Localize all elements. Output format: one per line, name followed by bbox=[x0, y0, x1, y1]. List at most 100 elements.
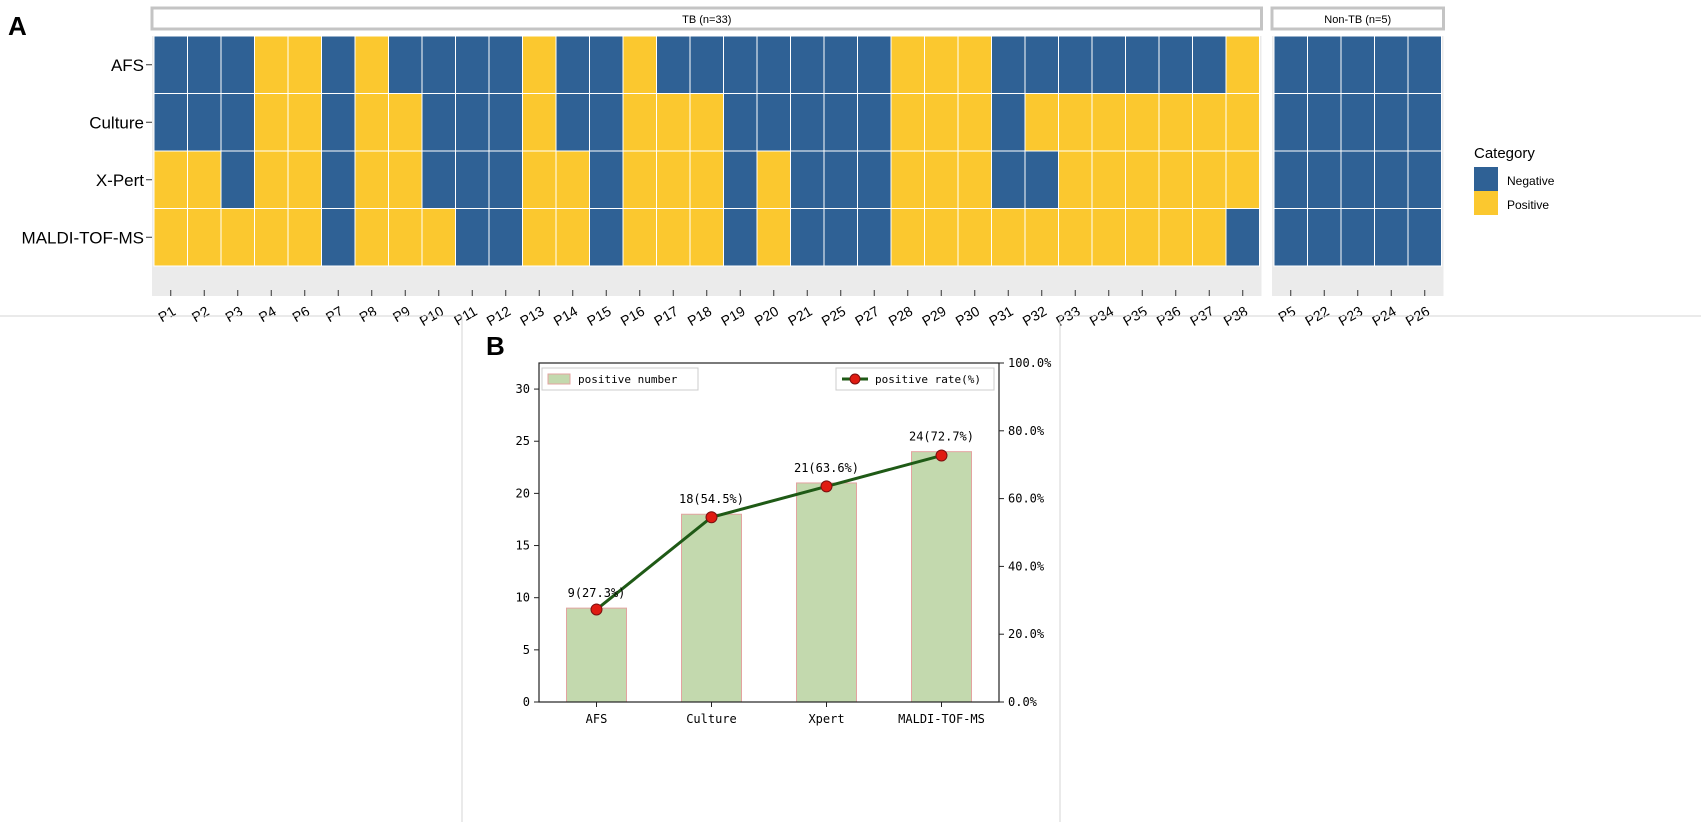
heatmap-cell bbox=[622, 35, 657, 94]
heatmap-cell bbox=[455, 35, 490, 94]
heatmap-cell bbox=[790, 150, 825, 209]
heatmap-cell bbox=[287, 208, 322, 267]
heatmap-col-label: P29 bbox=[919, 303, 949, 329]
heatmap-cell bbox=[790, 208, 825, 267]
heatmap-col-label: P1 bbox=[155, 303, 178, 326]
heatmap-cell bbox=[187, 35, 222, 94]
heatmap-cell bbox=[354, 93, 389, 152]
heatmap-cell bbox=[1273, 150, 1308, 209]
heatmap-cell bbox=[991, 150, 1026, 209]
heatmap-col-label: P16 bbox=[618, 303, 648, 329]
heatmap-cell bbox=[1024, 150, 1059, 209]
legend-title: Category bbox=[1474, 145, 1535, 162]
heatmap-cell bbox=[1125, 208, 1160, 267]
heatmap-cell bbox=[689, 35, 724, 94]
heatmap-cell bbox=[1273, 93, 1308, 152]
heatmap-cell bbox=[790, 93, 825, 152]
heatmap-cell bbox=[1058, 150, 1093, 209]
legend-bar-swatch bbox=[547, 373, 571, 385]
heatmap-cell bbox=[1192, 150, 1227, 209]
heatmap-cell bbox=[857, 208, 892, 267]
y2-axis-tick-label: 20.0% bbox=[1008, 627, 1045, 641]
heatmap-cell bbox=[220, 208, 255, 267]
heatmap-cell bbox=[1158, 93, 1193, 152]
heatmap-cell bbox=[1192, 93, 1227, 152]
heatmap-cell bbox=[1374, 93, 1409, 152]
legend-line-label: positive rate(%) bbox=[875, 373, 981, 386]
legend-negative-label: Negative bbox=[1507, 174, 1555, 188]
heatmap-col-label: P5 bbox=[1275, 303, 1298, 326]
heatmap-cell bbox=[857, 35, 892, 94]
heatmap-cell bbox=[890, 93, 925, 152]
heatmap-cell bbox=[622, 150, 657, 209]
heatmap-col-label: P17 bbox=[651, 303, 681, 329]
heatmap-cell bbox=[1158, 150, 1193, 209]
heatmap-cell bbox=[1407, 35, 1442, 94]
heatmap-cell bbox=[857, 93, 892, 152]
heatmap-cell bbox=[756, 93, 791, 152]
heatmap-legend: Category Negative Positive bbox=[1474, 145, 1555, 215]
heatmap-cell bbox=[555, 93, 590, 152]
panel-b-label: B bbox=[486, 331, 505, 361]
heatmap-cell bbox=[321, 93, 356, 152]
heatmap-row-label: AFS bbox=[111, 56, 144, 75]
heatmap-cell bbox=[823, 208, 858, 267]
legend-positive-swatch bbox=[1474, 191, 1498, 215]
bar-positive-number bbox=[681, 513, 742, 703]
heatmap-col-label: P14 bbox=[551, 303, 581, 329]
heatmap-cell bbox=[421, 208, 456, 267]
heatmap-cell bbox=[991, 93, 1026, 152]
heatmap-cell bbox=[455, 93, 490, 152]
y-axis-tick-label: 10 bbox=[516, 591, 530, 605]
heatmap-col-label: P4 bbox=[256, 303, 279, 326]
heatmap-cell bbox=[421, 150, 456, 209]
plot-frame bbox=[538, 362, 1000, 703]
heatmap-cell bbox=[756, 35, 791, 94]
bar-data-label: 18(54.5%) bbox=[679, 492, 744, 506]
heatmap-cell bbox=[1273, 35, 1308, 94]
heatmap-col-label: P2 bbox=[189, 303, 212, 326]
heatmap-col-label: P13 bbox=[517, 303, 547, 329]
y-axis-tick-label: 30 bbox=[516, 382, 530, 396]
heatmap-cell bbox=[522, 150, 557, 209]
heatmap-cell bbox=[254, 150, 289, 209]
heatmap-cell bbox=[1091, 208, 1126, 267]
heatmap-cell bbox=[153, 35, 188, 94]
heatmap-cell bbox=[723, 150, 758, 209]
bar-positive-number bbox=[911, 451, 972, 703]
heatmap-cell bbox=[622, 93, 657, 152]
heatmap-cell bbox=[455, 150, 490, 209]
bar-positive-number bbox=[566, 607, 627, 703]
heatmap-cell bbox=[689, 93, 724, 152]
heatmap-cell bbox=[1125, 150, 1160, 209]
heatmap-col-label: P7 bbox=[323, 303, 346, 326]
heatmap-cell bbox=[957, 208, 992, 267]
heatmap-cell bbox=[589, 208, 624, 267]
heatmap-cell bbox=[421, 93, 456, 152]
heatmap-col-label: P18 bbox=[685, 303, 715, 329]
y-axis-tick-label: 5 bbox=[523, 643, 530, 657]
y-axis-tick-label: 20 bbox=[516, 486, 530, 500]
heatmap-col-label: P28 bbox=[886, 303, 916, 329]
legend-positive-label: Positive bbox=[1507, 198, 1549, 212]
heatmap-cell bbox=[455, 208, 490, 267]
heatmap-cell bbox=[890, 35, 925, 94]
heatmap-cell bbox=[220, 35, 255, 94]
heatmap-cell bbox=[1024, 93, 1059, 152]
heatmap-cell bbox=[756, 150, 791, 209]
heatmap-cell bbox=[555, 208, 590, 267]
heatmap-cell bbox=[689, 150, 724, 209]
bar-data-label: 9(27.3%) bbox=[568, 586, 626, 600]
heatmap-cell bbox=[957, 35, 992, 94]
heatmap-cell bbox=[321, 150, 356, 209]
heatmap-cell bbox=[823, 35, 858, 94]
heatmap-cell bbox=[187, 150, 222, 209]
heatmap-col-label: P12 bbox=[484, 303, 514, 329]
heatmap-cell bbox=[1340, 208, 1375, 267]
heatmap-cell bbox=[1340, 93, 1375, 152]
heatmap-cell bbox=[1024, 35, 1059, 94]
heatmap-cell bbox=[723, 208, 758, 267]
heatmap-cell bbox=[488, 93, 523, 152]
heatmap-cell bbox=[1340, 35, 1375, 94]
heatmap-cell bbox=[890, 208, 925, 267]
